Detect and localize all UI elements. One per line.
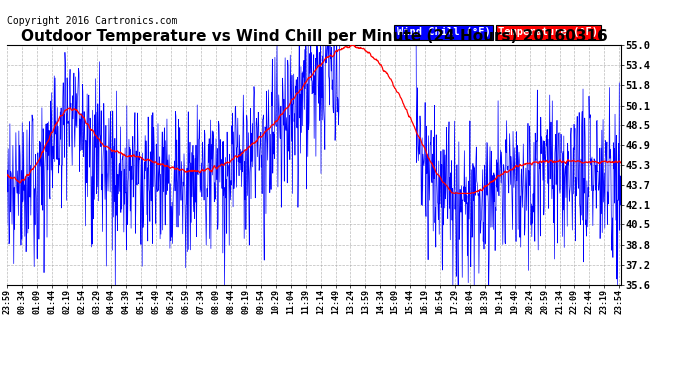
Text: Temperature (°F): Temperature (°F) bbox=[498, 27, 598, 38]
Text: Copyright 2016 Cartronics.com: Copyright 2016 Cartronics.com bbox=[7, 16, 177, 26]
Title: Outdoor Temperature vs Wind Chill per Minute (24 Hours) 20160316: Outdoor Temperature vs Wind Chill per Mi… bbox=[21, 29, 607, 44]
Text: Wind Chill (°F): Wind Chill (°F) bbox=[397, 27, 491, 38]
